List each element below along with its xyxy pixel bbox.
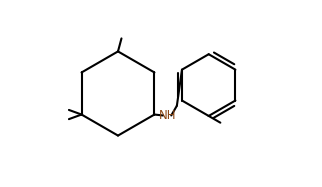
Text: NH: NH [158, 109, 176, 122]
